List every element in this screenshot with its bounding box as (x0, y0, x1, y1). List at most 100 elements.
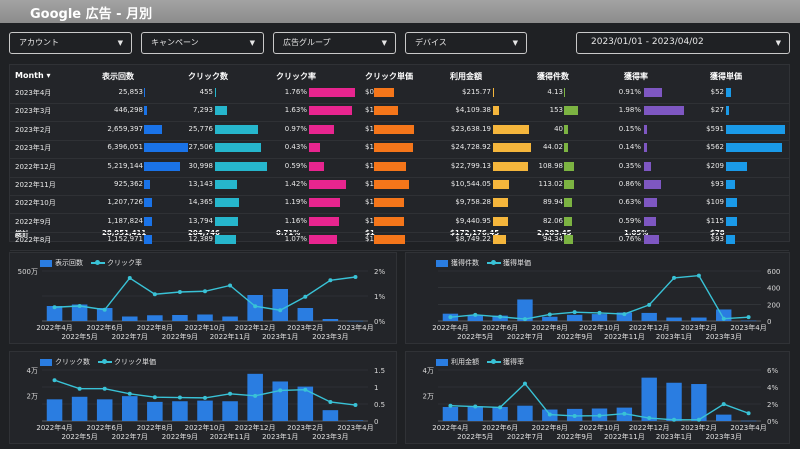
cell-bar-impr (144, 235, 152, 245)
chart-point (522, 317, 527, 322)
chart-bar (71, 304, 88, 321)
cell-cost: $9,758.28 (455, 198, 491, 207)
cell-bar-cpa (726, 161, 747, 171)
x-axis-tick: 2023年3月 (706, 432, 742, 441)
table-row[interactable]: 2022年12月 5,219,144 30,998 0.59% $1 $22,799.13… (10, 158, 789, 178)
chart-conversions-cpa: 0 200 400 600 2022年4月 2022年6月 2022年8月 2022年10月 2… (405, 252, 790, 344)
x-axis-tick: 2022年12月 (235, 423, 276, 432)
account-filter[interactable]: アカウント ▼ (9, 32, 132, 54)
column-header-impressions[interactable]: 表示回数 (102, 72, 134, 81)
cell-ctr: 1.63% (284, 106, 307, 115)
cell-bar-cpa (726, 88, 732, 97)
chart-point (498, 314, 503, 319)
cell-cvr: 0.59% (618, 216, 641, 225)
table-row[interactable]: 2022年8月 1,152,971 12,389 1.07% $1 $8,749.22 94… (10, 231, 789, 252)
cell-ctr: 0.97% (284, 124, 307, 133)
column-header-cost[interactable]: 利用金額 (450, 72, 482, 81)
cell-bar-cpc (374, 143, 414, 153)
total-cpa: $78 (710, 229, 725, 237)
table-row[interactable]: 2023年1月 6,396,051 27,506 0.43% $1 $24,728.92 4… (10, 139, 789, 160)
total-impressions: 28,951,411 (102, 229, 147, 237)
cell-conv: 94.34 (542, 235, 563, 244)
chart-bar (691, 317, 707, 321)
x-axis-tick: 2022年5月 (61, 432, 97, 441)
column-header-clicks[interactable]: クリック数 (188, 72, 228, 81)
chart-point (622, 312, 627, 317)
total-clicks: 204,746 (188, 229, 220, 237)
x-axis-tick: 2022年9月 (557, 332, 593, 341)
right-axis-tick: 4% (767, 384, 778, 392)
column-header-cpc[interactable]: クリック単価 (365, 72, 413, 81)
chart-bar (566, 314, 583, 321)
x-axis-tick: 2022年11月 (604, 332, 645, 341)
cell-cost: $9,440.95 (455, 216, 491, 225)
chevron-down-icon: ▼ (117, 39, 123, 47)
cell-bar-ctr (309, 124, 335, 134)
chart-bar (542, 316, 558, 321)
column-header-cpa[interactable]: 獲得単価 (710, 72, 742, 81)
chart-point (572, 310, 577, 315)
left-axis-tick: 500万 (18, 268, 38, 276)
chart-bar (442, 406, 459, 421)
cell-bar-clicks (215, 216, 239, 226)
right-axis-tick: 0% (374, 318, 385, 326)
table-row[interactable]: 2023年4月 25,853 455 1.76% $0 $215.77 4.13 0.91% $… (10, 84, 789, 104)
date-range-picker[interactable]: 2023/01/01 - 2023/04/02 ▼ (576, 32, 790, 54)
chart-point (328, 399, 333, 404)
column-header-conversions[interactable]: 獲得件数 (537, 72, 569, 81)
table-row[interactable]: 2022年9月 1,187,824 13,794 1.16% $1 $9,440.95 82… (10, 213, 789, 233)
right-axis-tick: 1.5 (374, 367, 385, 375)
x-axis-tick: 2022年8月 (532, 423, 568, 432)
cell-cost: $4,109.38 (455, 106, 491, 115)
cell-bar-cpc (374, 235, 405, 245)
campaign-filter-label: キャンペーン (151, 38, 199, 47)
campaign-filter[interactable]: キャンペーン ▼ (141, 32, 264, 54)
column-header-cvr[interactable]: 獲得率 (624, 72, 648, 81)
x-axis-tick: 2023年3月 (706, 332, 742, 341)
cell-cpc: $1 (365, 106, 374, 115)
cell-cpa: $27 (710, 106, 724, 115)
cell-bar-clicks (215, 106, 228, 116)
chart-legend: 獲得件数 獲得単価 (436, 258, 531, 268)
chart-point (696, 273, 701, 278)
cell-cpa: $93 (710, 235, 724, 244)
cell-bar-impr (144, 198, 153, 208)
chart-point (353, 275, 358, 279)
cell-bar-conv (564, 124, 568, 134)
table-row[interactable]: 2023年2月 2,659,397 25,776 0.97% $1 $23,638.19 4… (10, 121, 789, 141)
cell-conv: 108.98 (538, 161, 564, 170)
header-bar: Google 広告 - 月別 (0, 0, 800, 23)
cell-cpc: $1 (365, 235, 374, 244)
cell-impr: 446,298 (114, 106, 143, 115)
cell-cpa: $562 (706, 143, 724, 152)
table-row[interactable]: 2023年3月 446,298 7,293 1.63% $1 $4,109.38 153 1.… (10, 102, 789, 123)
chart-bar (641, 312, 657, 321)
column-header-month[interactable]: Month ▾ (15, 71, 51, 80)
chart-bar (322, 319, 339, 321)
x-axis-tick: 2022年5月 (457, 332, 493, 341)
cell-bar-cpa (726, 180, 736, 189)
device-filter[interactable]: デバイス ▼ (405, 32, 527, 54)
table-row[interactable]: 2022年10月 1,207,726 14,365 1.19% $1 $9,758.28 8… (10, 194, 789, 215)
chart-bar (347, 420, 364, 421)
chart-bar (71, 396, 88, 421)
chart-point (253, 393, 258, 398)
adgroup-filter[interactable]: 広告グループ ▼ (273, 32, 396, 54)
cell-bar-conv (564, 180, 575, 189)
cell-bar-cpc (374, 198, 404, 208)
cell-conv: 40 (554, 124, 563, 133)
left-axis-tick: 4万 (423, 367, 434, 375)
column-header-ctr[interactable]: クリック率 (276, 72, 316, 81)
cell-bar-clicks (215, 198, 240, 208)
cell-bar-cvr (644, 124, 648, 134)
x-axis-tick: 2022年10月 (185, 423, 226, 432)
x-axis-tick: 2022年5月 (457, 432, 493, 441)
right-axis-tick: 0 (767, 318, 771, 326)
cell-bar-ctr (309, 88, 355, 97)
table-row[interactable]: 2022年11月 925,362 13,143 1.42% $1 $10,544.05 11… (10, 176, 789, 196)
cell-bar-cvr (644, 180, 662, 189)
chart-point (328, 278, 333, 283)
right-axis-tick: 2% (767, 401, 778, 409)
cell-cost: $23,638.19 (450, 124, 491, 133)
chart-bar (666, 382, 682, 421)
